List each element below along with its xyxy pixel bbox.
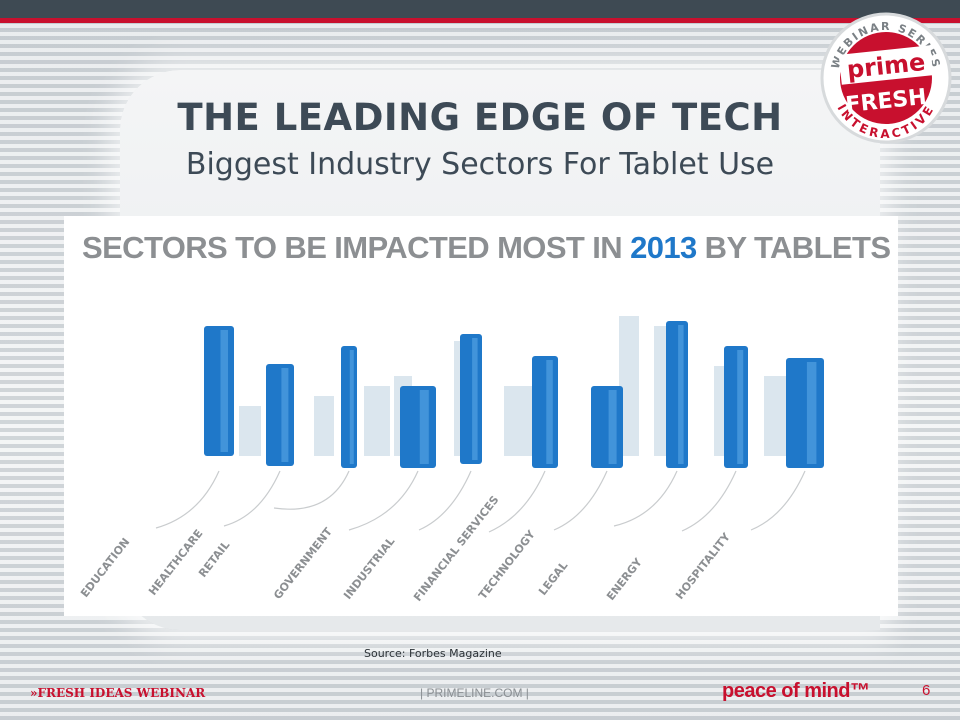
building-3 xyxy=(341,346,357,468)
building-highlight xyxy=(546,360,553,464)
background-building xyxy=(314,396,334,456)
source-note: Source: Forbes Magazine xyxy=(364,647,502,660)
connector-line xyxy=(223,470,281,527)
connector-line xyxy=(553,470,608,531)
building-9 xyxy=(724,346,748,468)
prime-fresh-logo: WEBINAR SERIES INTERACTIVE prime FRESH xyxy=(818,10,954,146)
building-highlight xyxy=(419,390,429,464)
sector-label: LEGAL xyxy=(536,559,570,598)
slide-title: THE LEADING EDGE OF TECH xyxy=(177,96,783,139)
top-bar xyxy=(0,0,960,18)
sector-label: TECHNOLOGY xyxy=(476,527,538,602)
sector-label: HOSPITALITY xyxy=(673,530,733,602)
building-2 xyxy=(266,364,294,466)
background-building xyxy=(239,406,261,456)
sector-label: GOVERNMENT xyxy=(271,525,335,602)
building-1 xyxy=(204,326,234,456)
footer-webinar-label: »FRESH IDEAS WEBINAR xyxy=(30,686,206,700)
connector-line xyxy=(418,470,472,531)
infographic-title: SECTORS TO BE IMPACTED MOST IN 2013 BY T… xyxy=(82,230,891,266)
connector-line xyxy=(273,470,350,510)
building-highlight xyxy=(349,350,354,464)
page-number: 6 xyxy=(922,682,931,699)
top-red-line xyxy=(0,18,960,23)
connector-line xyxy=(488,470,546,533)
building-highlight xyxy=(678,325,684,464)
building-highlight xyxy=(281,368,289,462)
connector-line xyxy=(613,470,678,527)
sector-label: INDUSTRIAL xyxy=(341,535,397,602)
sector-label: EDUCATION xyxy=(78,536,132,600)
connector-line xyxy=(155,470,220,529)
slide-subtitle: Biggest Industry Sectors For Tablet Use xyxy=(185,147,775,182)
infographic-title-tail: BY TABLETS xyxy=(696,230,891,265)
connector-line xyxy=(681,470,737,532)
building-highlight xyxy=(806,362,817,464)
building-7 xyxy=(591,386,623,468)
infographic-title-main: SECTORS TO BE IMPACTED MOST IN xyxy=(82,230,631,265)
background-building xyxy=(619,316,639,456)
background-building xyxy=(364,386,390,456)
building-highlight xyxy=(472,338,478,460)
building-10 xyxy=(786,358,824,468)
background-building xyxy=(504,386,534,456)
peace-of-mind-logo: peace of mind™ xyxy=(722,680,870,702)
connector-line xyxy=(750,470,806,531)
sector-label: RETAIL xyxy=(196,539,232,580)
building-highlight xyxy=(608,390,617,464)
infographic: SECTORS TO BE IMPACTED MOST IN 2013 BY T… xyxy=(64,216,898,616)
footer-site-link[interactable]: | PRIMELINE.COM | xyxy=(420,686,529,700)
sector-label: ENERGY xyxy=(604,555,645,603)
building-5 xyxy=(460,334,482,464)
building-6 xyxy=(532,356,558,468)
building-8 xyxy=(666,321,688,468)
infographic-title-year: 2013 xyxy=(630,230,697,265)
connector-line xyxy=(348,470,419,531)
building-highlight xyxy=(220,330,228,452)
sector-label: HEALTHCARE xyxy=(146,527,205,598)
building-highlight xyxy=(737,350,744,464)
building-4 xyxy=(400,386,436,468)
